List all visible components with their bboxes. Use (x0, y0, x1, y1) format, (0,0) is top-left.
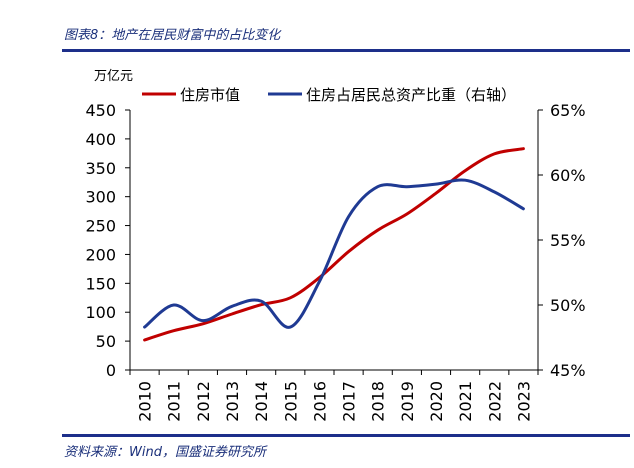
left-tick-label: 200 (85, 245, 116, 264)
series-line-market-value (143, 147, 525, 342)
x-tick-label: 2016 (310, 381, 329, 422)
x-tick-label: 2013 (223, 381, 242, 422)
left-axis-unit: 万亿元 (94, 69, 133, 84)
legend-label: 住房占居民总资产比重（右轴） (306, 86, 516, 104)
left-tick-label: 350 (85, 159, 116, 178)
left-tick-label: 400 (85, 130, 116, 149)
right-tick-label: 60% (550, 166, 586, 185)
bottom-rule (62, 434, 630, 437)
left-tick-label: 300 (85, 188, 116, 207)
x-tick-label: 2012 (194, 381, 213, 422)
series-lines (143, 147, 525, 342)
axes (125, 109, 543, 375)
x-tick-label: 2019 (398, 381, 417, 422)
left-tick-label: 150 (85, 274, 116, 293)
right-tick-label: 55% (550, 231, 586, 250)
right-tick-label: 45% (550, 361, 586, 380)
x-tick-label: 2014 (252, 381, 271, 422)
legend: 住房市值 住房占居民总资产比重（右轴） (142, 86, 516, 104)
source-note: 资料来源：Wind，国盛证券研究所 (64, 445, 266, 460)
x-tick-label: 2015 (281, 381, 300, 422)
tick-labels: 0 50 100 150 200 250 300 350 400 450 45% 50% 55% 60% 6… (85, 69, 585, 422)
top-rule (62, 49, 630, 52)
x-tick-label: 2021 (456, 381, 475, 422)
left-tick-label: 0 (106, 361, 116, 380)
figure-title: 图表8：地产在居民财富中的占比变化 (64, 28, 281, 43)
right-tick-label: 65% (550, 101, 586, 120)
x-tick-label: 2011 (165, 381, 184, 422)
x-tick-label: 2022 (485, 381, 504, 422)
x-tick-label: 2020 (427, 381, 446, 422)
left-tick-label: 50 (96, 332, 116, 351)
x-tick-label: 2023 (514, 381, 533, 422)
x-tick-label: 2017 (340, 381, 359, 422)
right-tick-label: 50% (550, 296, 586, 315)
left-tick-label: 100 (85, 303, 116, 322)
left-tick-label: 450 (85, 101, 116, 120)
legend-label: 住房市值 (180, 86, 240, 104)
x-tick-label: 2018 (369, 381, 388, 422)
x-tick-label: 2010 (136, 381, 155, 422)
left-tick-label: 250 (85, 217, 116, 236)
series-line-share (143, 178, 525, 329)
